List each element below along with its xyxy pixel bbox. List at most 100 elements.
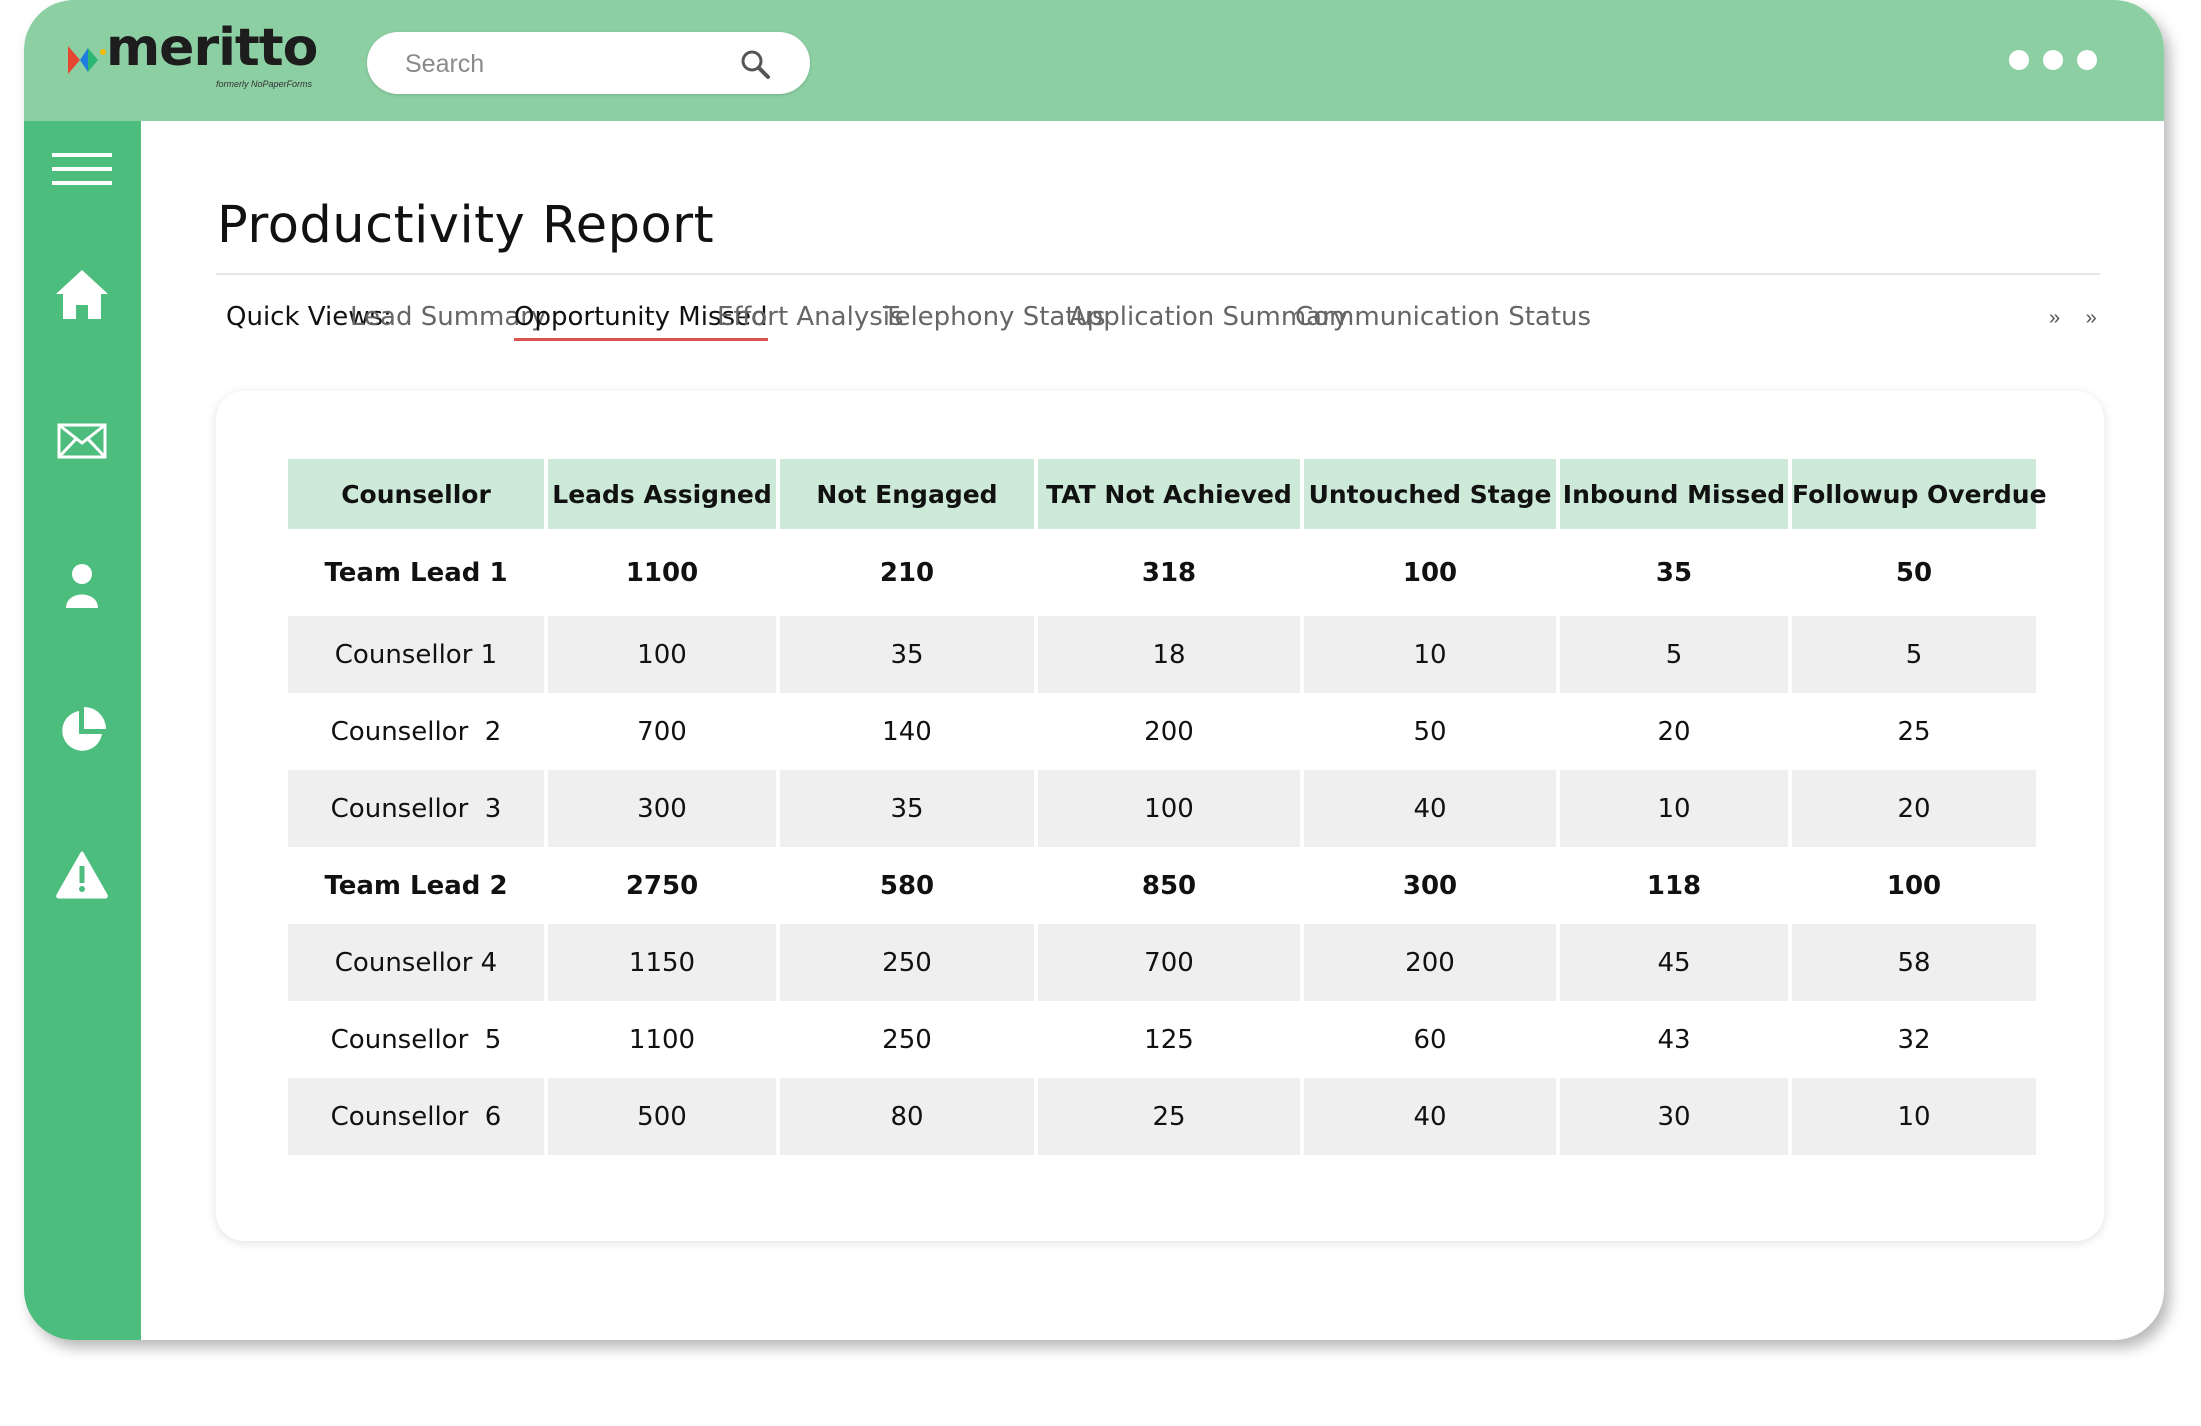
header-inbound-missed[interactable]: Inbound Missed [1560,459,1788,529]
table-cell: 25 [1038,1078,1300,1155]
table-cell: 60 [1413,1024,1447,1055]
user-icon [66,564,98,608]
table-row[interactable]: Counsellor 5 1100 250 125 60 43 32 [288,1001,2036,1078]
table-cell: 200 [1144,716,1194,747]
app-window: meritto formerly NoPaperForms [24,0,2164,1340]
table-cell: 80 [780,1078,1034,1155]
logo-subtitle: formerly NoPaperForms [216,79,313,89]
table-cell: Counsellor 6 [288,1078,544,1155]
table-cell: 850 [1141,870,1197,901]
table-cell: 580 [879,870,935,901]
table-cell: 140 [882,716,932,747]
report-card: Counsellor Leads Assigned Not Engaged TA… [216,391,2104,1241]
table-cell: 125 [1144,1024,1194,1055]
table-cell: 2750 [625,870,699,901]
page-title: Productivity Report [217,196,715,255]
table-cell: 20 [1657,716,1691,747]
table-cell: 1150 [548,924,776,1001]
logo-text: meritto [106,18,318,78]
table-cell: 118 [1646,870,1702,901]
table-row[interactable]: Counsellor 6 500 80 25 40 30 10 [288,1078,2036,1155]
table-cell: 318 [1141,557,1197,588]
table-cell: 100 [1402,557,1458,588]
quick-views-label: Quick Views: [226,302,392,332]
table-cell: 200 [1304,924,1556,1001]
table-cell: 35 [780,616,1034,693]
tab-opportunity-missed[interactable]: Opportunity Missed [514,302,768,341]
table-cell: 43 [1657,1024,1691,1055]
divider [216,273,2100,275]
home-icon [56,270,108,319]
top-bar: meritto formerly NoPaperForms [24,0,2164,121]
table-row[interactable]: Counsellor 4 1150 250 700 200 45 58 [288,924,2036,1001]
table-row[interactable]: Counsellor 3 300 35 100 40 10 20 [288,770,2036,847]
header-counsellor[interactable]: Counsellor [288,459,544,529]
menu-button[interactable] [50,137,114,201]
mail-icon [57,423,107,459]
table-cell: 700 [637,716,687,747]
search-icon[interactable] [739,48,771,80]
table-cell: 50 [1895,557,1933,588]
table-cell: 100 [1886,870,1942,901]
sidebar-item-user[interactable] [50,554,114,618]
table-cell: 25 [1897,716,1931,747]
tab-lead-summary[interactable]: Lead Summary [350,302,547,332]
tab-effort-analysis[interactable]: Effort Analysis [717,302,904,332]
table-cell: 210 [879,557,935,588]
dot [2009,50,2029,70]
header-not-engaged[interactable]: Not Engaged [780,459,1034,529]
table-cell: 45 [1560,924,1788,1001]
table-cell: 35 [1655,557,1693,588]
table-row[interactable]: Team Lead 1 1100 210 318 100 35 50 [288,529,2036,616]
header-leads-assigned[interactable]: Leads Assigned [548,459,776,529]
table-cell: Counsellor 1 [288,616,544,693]
sidebar [24,121,141,1340]
table-cell: 40 [1304,1078,1556,1155]
more-tabs-button[interactable]: » » [2049,307,2107,329]
table-header-row: Counsellor Leads Assigned Not Engaged TA… [288,459,2047,529]
table-cell: 58 [1792,924,2036,1001]
table-cell: 10 [1304,616,1556,693]
table-row[interactable]: Counsellor 2 700 140 200 50 20 25 [288,693,2036,770]
dot [2043,50,2063,70]
search-input[interactable] [403,46,737,82]
main-content: Productivity Report Quick Views: Lead Su… [141,121,2164,1340]
table-cell: 1100 [628,1024,696,1055]
table-cell: 5 [1560,616,1788,693]
table-cell: 1100 [625,557,699,588]
table-cell: 35 [780,770,1034,847]
table-cell: Team Lead 2 [324,870,508,901]
tab-communication-status[interactable]: Communication Status [1295,302,1592,332]
table-cell: 10 [1560,770,1788,847]
sidebar-item-alerts[interactable] [50,843,114,907]
table-cell: 30 [1560,1078,1788,1155]
header-untouched-stage[interactable]: Untouched Stage [1304,459,1556,529]
sidebar-item-reports[interactable] [50,699,114,763]
table-cell: 300 [1402,870,1458,901]
header-followup-overdue[interactable]: Followup Overdue [1792,459,2047,529]
more-options-icon[interactable] [2009,50,2097,72]
dot [2077,50,2097,70]
table-cell: 32 [1897,1024,1931,1055]
table-cell: Counsellor 2 [330,716,502,747]
header-tat-not-achieved[interactable]: TAT Not Achieved [1038,459,1300,529]
tab-telephony-status[interactable]: Telephony Status [883,302,1106,332]
table-cell: 500 [548,1078,776,1155]
productivity-table: Counsellor Leads Assigned Not Engaged TA… [284,459,2047,1155]
table-cell: Counsellor 4 [288,924,544,1001]
sidebar-item-home[interactable] [50,263,114,327]
sidebar-item-mail[interactable] [50,409,114,473]
table-cell: 50 [1413,716,1447,747]
table-cell: Counsellor 5 [330,1024,502,1055]
tab-application-summary[interactable]: Application Summary [1069,302,1349,332]
table-cell: 250 [882,1024,932,1055]
logo[interactable]: meritto formerly NoPaperForms [66,22,318,90]
table-row[interactable]: Counsellor 1 100 35 18 10 5 5 [288,616,2036,693]
table-cell: 10 [1792,1078,2036,1155]
warning-icon [56,851,108,899]
table-cell: 100 [548,616,776,693]
table-cell: Team Lead 1 [324,557,508,588]
menu-icon [52,153,112,185]
table-row[interactable]: Team Lead 2 2750 580 850 300 118 100 [288,847,2036,924]
search-box [367,32,810,94]
